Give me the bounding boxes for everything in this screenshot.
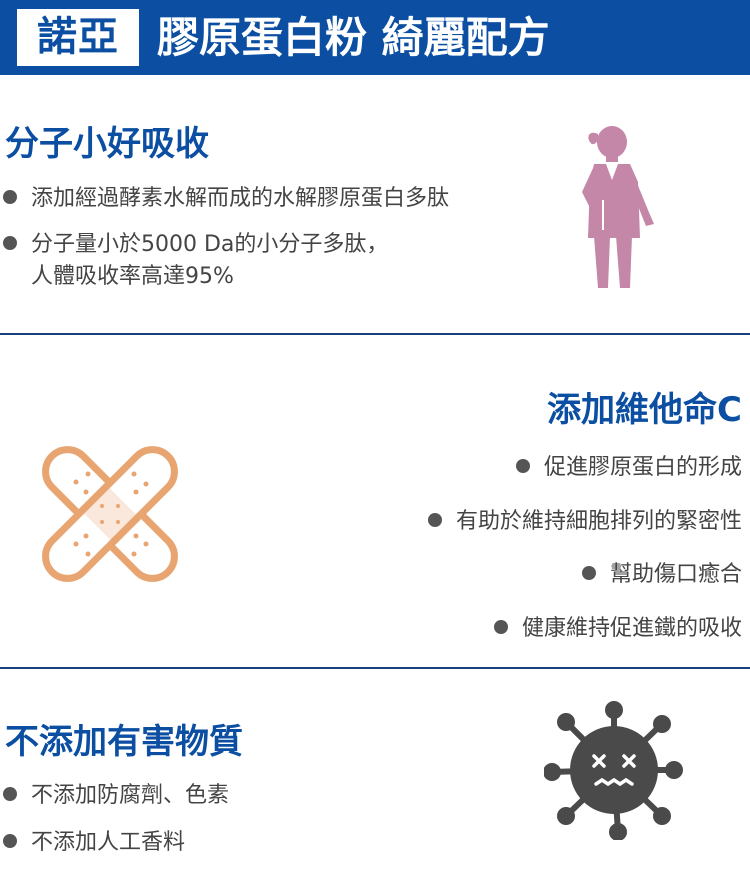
section-title-vitamin-c: 添加維他命C bbox=[547, 390, 742, 430]
virus-icon bbox=[544, 701, 683, 840]
brand-logo: 諾亞 bbox=[17, 9, 139, 66]
bullet-dot bbox=[3, 236, 17, 250]
bullet-dot bbox=[3, 190, 17, 204]
header-banner: 諾亞 膠原蛋白粉 綺麗配方 bbox=[0, 0, 750, 75]
list-item: 促進膠原蛋白的形成 bbox=[515, 452, 742, 484]
bullet-dot bbox=[3, 834, 17, 848]
list-item: 添加經過酵素水解而成的水解膠原蛋白多肽 bbox=[3, 183, 449, 215]
bullet-dot bbox=[515, 459, 530, 473]
list-item: 有助於維持細胞排列的緊密性 bbox=[427, 506, 742, 538]
list-item: 分子量小於5000 Da的小分子多肽， 人體吸收率高達95% bbox=[3, 229, 388, 293]
divider bbox=[0, 667, 750, 669]
divider bbox=[0, 333, 750, 335]
bullet-dot bbox=[427, 513, 442, 527]
bullet-dot bbox=[581, 566, 596, 580]
page-title: 膠原蛋白粉 綺麗配方 bbox=[157, 13, 550, 62]
section-title-no-additives: 不添加有害物質 bbox=[5, 722, 243, 762]
list-item: 健康維持促進鐵的吸收 bbox=[493, 613, 742, 645]
list-item: 不添加人工香料 bbox=[3, 827, 185, 859]
bullet-dot bbox=[3, 787, 17, 801]
bandage-icon bbox=[42, 446, 178, 582]
list-item: 不添加防腐劑、色素 bbox=[3, 780, 229, 812]
list-item: 幫助傷口癒合 bbox=[581, 559, 742, 591]
section-title-absorption: 分子小好吸收 bbox=[5, 124, 209, 164]
bullet-dot bbox=[493, 620, 508, 634]
woman-icon bbox=[582, 126, 654, 288]
